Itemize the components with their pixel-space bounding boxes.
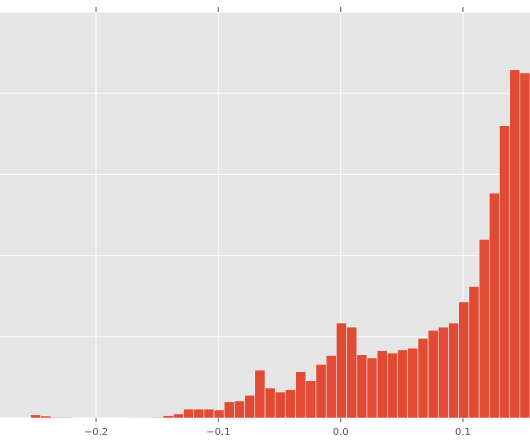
bar: [223, 401, 235, 419]
bar: [30, 414, 42, 419]
bar: [295, 371, 307, 419]
bar: [285, 389, 296, 419]
bar: [162, 415, 174, 419]
bar: [356, 354, 368, 419]
bar: [264, 387, 276, 419]
bar: [499, 125, 510, 419]
bar: [387, 352, 398, 419]
bar: [336, 322, 347, 419]
bar: [346, 326, 358, 419]
bar: [50, 416, 62, 419]
bar: [417, 338, 429, 419]
bar: [60, 416, 72, 419]
bar: [315, 364, 327, 419]
bar: [509, 69, 521, 419]
bar: [519, 72, 530, 419]
bar: [40, 415, 52, 419]
bar: [407, 347, 419, 419]
bar: [213, 409, 225, 419]
bar: [397, 349, 408, 419]
bar: [254, 369, 266, 419]
bar: [274, 391, 286, 419]
bar: [427, 330, 439, 419]
bar: [488, 192, 500, 419]
bar: [376, 350, 388, 419]
bar: [448, 322, 459, 419]
bar: [152, 416, 164, 419]
bar: [366, 357, 378, 419]
bar: [325, 355, 337, 419]
x-tick-label: 0.1: [455, 427, 471, 438]
bar: [244, 394, 256, 419]
x-tick-label: 0.0: [333, 427, 349, 438]
bar: [203, 408, 215, 419]
bar: [437, 326, 449, 419]
bar: [458, 301, 470, 419]
bar: [183, 408, 194, 419]
bar: [468, 286, 480, 419]
bar: [234, 400, 245, 419]
bar: [478, 239, 490, 419]
bar: [193, 408, 205, 419]
bar: [305, 380, 317, 419]
x-tick-label: −0.2: [84, 427, 108, 438]
x-tick-label: −0.1: [206, 427, 230, 438]
bar: [173, 413, 184, 419]
